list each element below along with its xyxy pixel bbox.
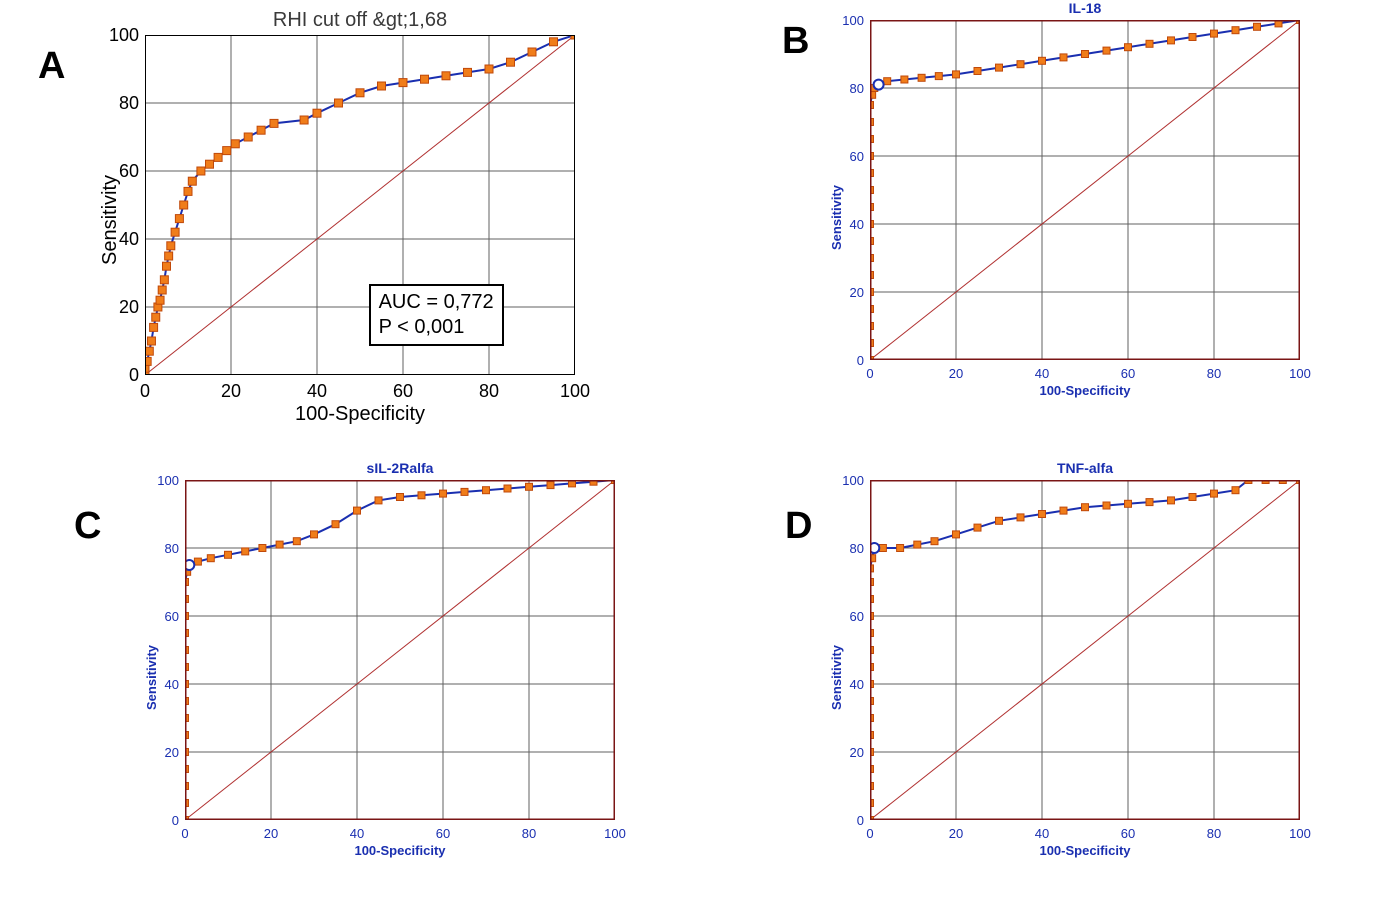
x-tick-label: 40 — [302, 381, 332, 402]
x-tick-label: 100 — [600, 826, 630, 841]
x-tick-label: 0 — [855, 826, 885, 841]
x-tick-label: 60 — [428, 826, 458, 841]
panel-a-title: RHI cut off &gt;1,68 — [260, 9, 460, 32]
x-tick-label: 20 — [941, 366, 971, 381]
panel-c: sIL-2Ralfa 100-Specificity Sensitivity 0… — [185, 480, 695, 900]
x-tick-label: 40 — [342, 826, 372, 841]
y-tick-label: 40 — [830, 677, 864, 692]
panel-a: RHI cut off &gt;1,68 100-Specificity Sen… — [145, 35, 655, 455]
y-tick-label: 20 — [830, 285, 864, 300]
y-tick-label: 60 — [830, 149, 864, 164]
x-tick-label: 60 — [1113, 366, 1143, 381]
x-tick-label: 100 — [560, 381, 590, 402]
panel-b-title: IL-18 — [985, 0, 1185, 16]
x-tick-label: 80 — [474, 381, 504, 402]
panel-d-title: TNF-alfa — [985, 460, 1185, 476]
panel-a-chart — [145, 35, 575, 375]
x-tick-label: 80 — [1199, 366, 1229, 381]
x-tick-label: 20 — [256, 826, 286, 841]
x-tick-label: 0 — [855, 366, 885, 381]
x-tick-label: 100 — [1285, 366, 1315, 381]
y-tick-label: 100 — [105, 25, 139, 46]
y-tick-label: 60 — [830, 609, 864, 624]
panel-label-d: D — [785, 505, 812, 548]
panel-a-auc-line2: P < 0,001 — [379, 315, 494, 340]
panel-a-ylabel: Sensitivity — [99, 175, 122, 265]
panel-d-xlabel: 100-Specificity — [985, 843, 1185, 858]
panel-c-chart — [185, 480, 615, 820]
y-tick-label: 100 — [145, 473, 179, 488]
y-tick-label: 80 — [105, 93, 139, 114]
y-tick-label: 20 — [830, 745, 864, 760]
panel-a-xlabel: 100-Specificity — [260, 403, 460, 426]
x-tick-label: 60 — [388, 381, 418, 402]
y-tick-label: 80 — [830, 81, 864, 96]
panel-d-chart — [870, 480, 1300, 820]
x-tick-label: 80 — [1199, 826, 1229, 841]
panel-label-c: C — [74, 505, 101, 548]
y-tick-label: 60 — [145, 609, 179, 624]
panel-d: TNF-alfa 100-Specificity Sensitivity 020… — [870, 480, 1380, 900]
x-tick-label: 40 — [1027, 366, 1057, 381]
y-tick-label: 40 — [105, 229, 139, 250]
x-tick-label: 100 — [1285, 826, 1315, 841]
panel-c-title: sIL-2Ralfa — [300, 460, 500, 476]
y-tick-label: 0 — [105, 365, 139, 386]
x-tick-label: 0 — [170, 826, 200, 841]
panel-b-xlabel: 100-Specificity — [985, 383, 1185, 398]
panel-b-chart — [870, 20, 1300, 360]
panel-label-b: B — [782, 20, 809, 63]
y-tick-label: 0 — [830, 813, 864, 828]
y-tick-label: 100 — [830, 13, 864, 28]
figure-root: A B C D RHI cut off &gt;1,68 100-Specifi… — [0, 0, 1390, 867]
y-tick-label: 100 — [830, 473, 864, 488]
y-tick-label: 80 — [145, 541, 179, 556]
x-tick-label: 20 — [216, 381, 246, 402]
x-tick-label: 60 — [1113, 826, 1143, 841]
y-tick-label: 20 — [145, 745, 179, 760]
panel-label-a: A — [38, 45, 65, 88]
y-tick-label: 80 — [830, 541, 864, 556]
y-tick-label: 20 — [105, 297, 139, 318]
panel-a-auc-box: AUC = 0,772 P < 0,001 — [369, 284, 504, 346]
y-tick-label: 40 — [830, 217, 864, 232]
panel-a-auc-line1: AUC = 0,772 — [379, 290, 494, 315]
panel-b: IL-18 100-Specificity Sensitivity 020406… — [870, 20, 1380, 440]
y-tick-label: 40 — [145, 677, 179, 692]
x-tick-label: 40 — [1027, 826, 1057, 841]
panel-c-xlabel: 100-Specificity — [300, 843, 500, 858]
y-tick-label: 0 — [830, 353, 864, 368]
x-tick-label: 20 — [941, 826, 971, 841]
y-tick-label: 60 — [105, 161, 139, 182]
x-tick-label: 80 — [514, 826, 544, 841]
y-tick-label: 0 — [145, 813, 179, 828]
